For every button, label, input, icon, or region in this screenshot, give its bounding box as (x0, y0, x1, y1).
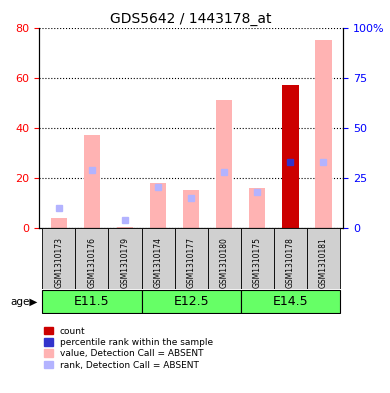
Bar (274, 228, 307, 289)
Text: GSM1310180: GSM1310180 (220, 237, 229, 288)
Bar (282, 85, 299, 228)
Title: GDS5642 / 1443178_at: GDS5642 / 1443178_at (110, 13, 272, 26)
Bar (142, 228, 175, 289)
Bar (207, 228, 241, 289)
Text: age▶: age▶ (10, 297, 37, 307)
Text: E12.5: E12.5 (173, 295, 209, 308)
Bar (175, 228, 207, 289)
Bar (249, 188, 266, 228)
Text: GSM1310176: GSM1310176 (87, 237, 96, 288)
Bar (183, 190, 199, 228)
Text: E11.5: E11.5 (74, 295, 110, 308)
Text: GSM1310181: GSM1310181 (319, 237, 328, 288)
Text: GSM1310177: GSM1310177 (186, 237, 196, 288)
Bar (142, 290, 241, 313)
Text: GSM1310179: GSM1310179 (121, 237, 129, 288)
Text: GSM1310178: GSM1310178 (286, 237, 295, 288)
Bar (42, 228, 75, 289)
Bar (241, 290, 340, 313)
Text: GSM1310174: GSM1310174 (154, 237, 163, 288)
Text: E14.5: E14.5 (273, 295, 308, 308)
Bar (108, 228, 142, 289)
Bar (241, 228, 274, 289)
Bar (51, 218, 67, 228)
Bar (117, 227, 133, 228)
Bar (42, 290, 142, 313)
Bar (75, 228, 108, 289)
Legend: count, percentile rank within the sample, value, Detection Call = ABSENT, rank, : count, percentile rank within the sample… (44, 327, 213, 369)
Text: GSM1310175: GSM1310175 (253, 237, 262, 288)
Bar (307, 228, 340, 289)
Bar (150, 183, 166, 228)
Bar (216, 100, 232, 228)
Text: GSM1310173: GSM1310173 (54, 237, 63, 288)
Bar (83, 135, 100, 228)
Bar (315, 40, 332, 228)
